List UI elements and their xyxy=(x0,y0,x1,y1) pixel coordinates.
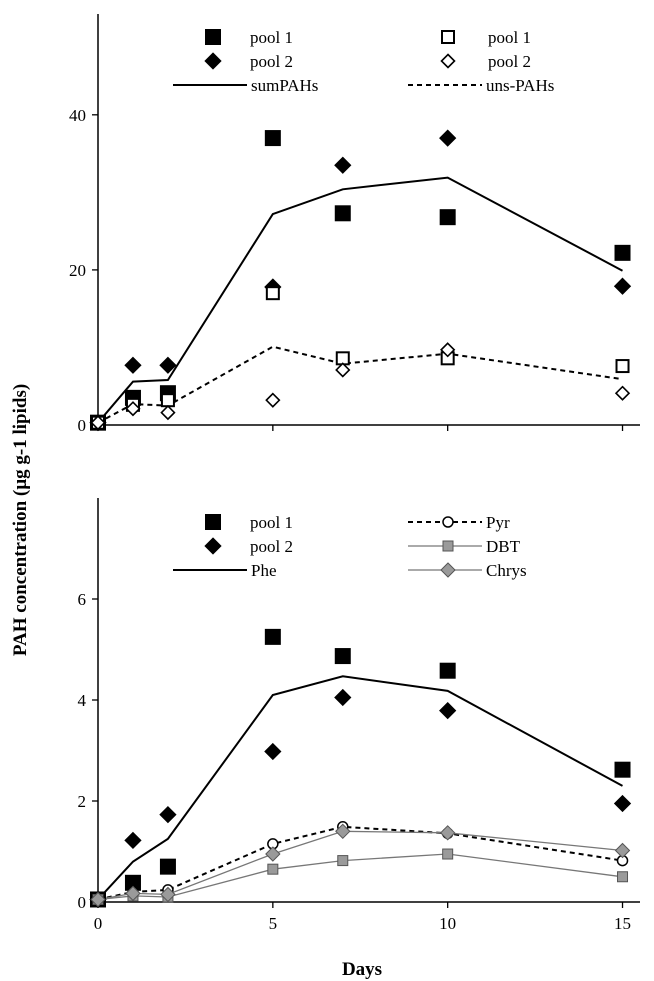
legend-marker-pool-2 xyxy=(440,53,456,69)
data-point-uns-pahs-pool-1 xyxy=(265,286,280,301)
data-point-phe-pool-1 xyxy=(439,662,456,679)
legend-marker-pyr xyxy=(442,516,454,528)
series-line-sumpahs xyxy=(97,176,623,424)
legend-label-pyr: Pyr xyxy=(486,513,510,532)
legend-label-pool-1: pool 1 xyxy=(488,28,531,47)
data-point-uns-pahs-pool-2 xyxy=(125,401,141,417)
legend-label-pool-2: pool 2 xyxy=(250,537,293,556)
data-point-uns-pahs-pool-2 xyxy=(90,415,106,431)
x-tick-label: 5 xyxy=(269,914,278,933)
legend-label-sumpahs: sumPAHs xyxy=(251,76,318,95)
series-line-pyr xyxy=(97,825,623,901)
data-point-sumpahs-pool-2 xyxy=(159,356,177,374)
series-line-uns-pahs xyxy=(97,345,623,424)
x-axis-title: Days xyxy=(342,959,382,980)
data-point-dbt xyxy=(617,871,629,883)
data-point-uns-pahs-pool-2 xyxy=(614,385,631,401)
data-point-sumpahs-pool-1 xyxy=(614,244,631,261)
data-point-phe-pool-2 xyxy=(439,701,457,720)
data-point-phe-pool-2 xyxy=(124,831,142,850)
legend-label-pool-2: pool 2 xyxy=(250,52,293,71)
y-tick-label: 20 xyxy=(69,261,86,280)
data-point-chrys xyxy=(439,825,456,841)
legend-label-dbt: DBT xyxy=(486,537,521,556)
legend-label-chrys: Chrys xyxy=(486,561,527,580)
data-point-phe-pool-2 xyxy=(334,688,352,707)
legend-label-pool-1: pool 1 xyxy=(250,513,293,532)
x-tick-label: 0 xyxy=(94,914,103,933)
data-point-phe-pool-2 xyxy=(613,794,632,813)
legend-label-pool-1: pool 1 xyxy=(250,28,293,47)
data-point-uns-pahs-pool-2 xyxy=(160,404,176,421)
y-tick-label: 4 xyxy=(78,691,87,710)
x-tick-label: 15 xyxy=(614,914,631,933)
y-tick-label: 40 xyxy=(69,106,86,125)
data-point-chrys xyxy=(125,885,141,902)
series-line-phe xyxy=(97,675,623,901)
data-point-sumpahs-pool-1 xyxy=(264,130,281,147)
data-point-phe-pool-1 xyxy=(334,648,351,665)
y-tick-label: 6 xyxy=(78,590,87,609)
data-point-uns-pahs-pool-1 xyxy=(615,359,630,374)
data-point-chrys xyxy=(160,886,176,903)
data-point-sumpahs-pool-2 xyxy=(334,156,352,174)
series-line-chrys xyxy=(97,830,623,901)
data-point-chrys xyxy=(265,846,281,862)
data-point-phe-pool-2 xyxy=(159,806,177,824)
data-point-dbt xyxy=(442,848,454,860)
legend-marker-pool-2 xyxy=(204,537,222,555)
y-tick-label: 2 xyxy=(78,792,87,811)
legend-marker-chrys xyxy=(440,562,456,578)
top-panel: 0 20 40 pool 1 pool 1 pool 2 pool 2 sumPAHs uns-… xyxy=(69,14,640,435)
data-point-dbt xyxy=(337,855,349,867)
data-point-sumpahs-pool-2 xyxy=(613,277,632,295)
legend-label-uns-pahs: uns-PAHs xyxy=(486,76,554,95)
y-tick-label: 0 xyxy=(78,416,87,435)
legend-marker-pool-1 xyxy=(441,30,455,44)
data-point-phe-pool-1 xyxy=(614,761,631,778)
data-point-chrys xyxy=(335,823,351,840)
data-point-uns-pahs-pool-2 xyxy=(335,362,351,378)
bottom-panel: 0 2 4 6 0 5 10 15 pool 1 Pyr pool 2 DBT Phe Chrys xyxy=(78,498,640,933)
series-line-dbt xyxy=(97,853,623,901)
y-tick-label: 0 xyxy=(78,893,87,912)
data-point-uns-pahs-pool-1 xyxy=(160,393,175,408)
data-point-chrys xyxy=(90,891,106,908)
legend-marker-pool-1 xyxy=(205,514,221,530)
data-point-uns-pahs-pool-2 xyxy=(440,342,456,358)
legend-marker-pool-1 xyxy=(205,29,221,45)
data-point-sumpahs-pool-1 xyxy=(334,205,351,222)
legend-label-pool-2: pool 2 xyxy=(488,52,531,71)
data-point-chrys xyxy=(614,842,631,859)
data-point-phe-pool-1 xyxy=(264,628,281,645)
data-point-phe-pool-1 xyxy=(159,858,176,875)
data-point-phe-pool-2 xyxy=(264,742,282,761)
y-axis-title: PAH concentration (µg g-1 lipids) xyxy=(10,384,31,656)
legend-label-phe: Phe xyxy=(251,561,277,580)
data-point-dbt xyxy=(267,863,279,875)
legend-marker-pool-2 xyxy=(204,52,222,70)
data-point-sumpahs-pool-2 xyxy=(439,129,457,147)
data-point-uns-pahs-pool-2 xyxy=(265,392,281,408)
data-point-sumpahs-pool-2 xyxy=(124,356,142,374)
legend-marker-dbt xyxy=(442,540,454,552)
x-tick-label: 10 xyxy=(439,914,456,933)
data-point-sumpahs-pool-1 xyxy=(439,209,456,226)
